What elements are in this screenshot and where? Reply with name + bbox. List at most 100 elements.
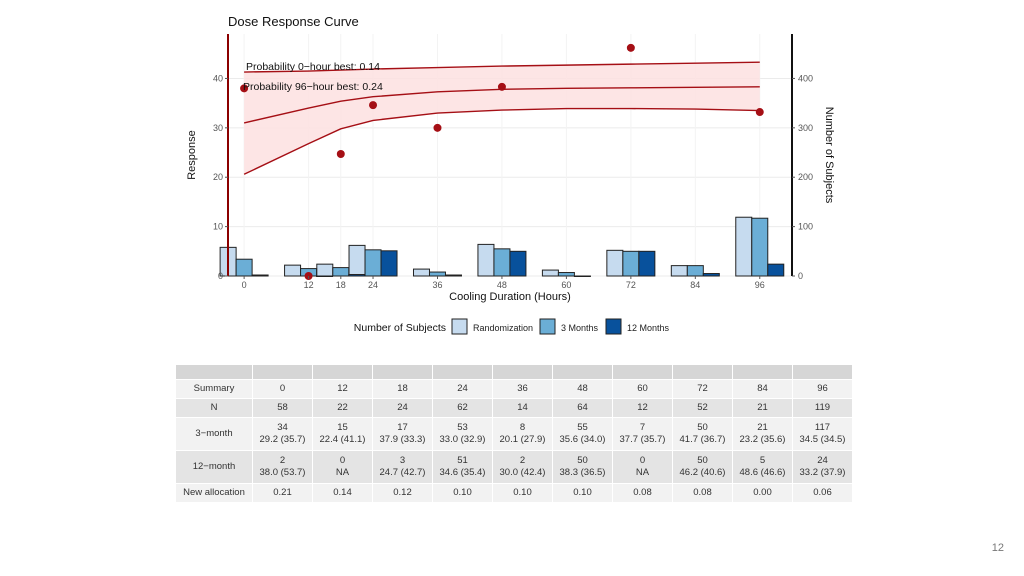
x-tick-label: 36 bbox=[432, 280, 442, 290]
legend-swatch bbox=[605, 318, 622, 335]
table-header-cell bbox=[253, 365, 312, 379]
table-row: 12−month 2 38.0 (53.7) 0 NA 3 24.7 (42.7) 51 34.… bbox=[176, 451, 852, 483]
bar-3-months bbox=[622, 250, 640, 277]
bar-randomization bbox=[606, 249, 624, 277]
bar-12-months bbox=[702, 273, 720, 277]
bar-randomization bbox=[670, 265, 688, 277]
observed-point bbox=[497, 82, 506, 91]
bar-12-months bbox=[509, 250, 527, 277]
table-cell: 84 bbox=[733, 380, 792, 398]
table-cell: 0 NA bbox=[313, 451, 372, 483]
annotation-96-hour: Probability 96−hour best: 0.24 bbox=[243, 81, 383, 93]
table-cell: 52 bbox=[673, 399, 732, 417]
page-number: 12 bbox=[991, 542, 1004, 554]
bar-randomization bbox=[735, 216, 753, 277]
table-cell: 48 bbox=[553, 380, 612, 398]
y2-axis-title: Number of Subjects bbox=[823, 107, 835, 204]
table-cell: 0.06 bbox=[793, 484, 852, 502]
bar-randomization bbox=[477, 243, 495, 277]
bar-12-months bbox=[444, 274, 462, 277]
table-cell: 50 46.2 (40.6) bbox=[673, 451, 732, 483]
table-row: N 58 22 24 62 14 64 12 52 21 119 bbox=[176, 399, 852, 417]
table-row: New allocation 0.21 0.14 0.12 0.10 0.10 0.10 0.… bbox=[176, 484, 852, 502]
observed-point bbox=[336, 150, 345, 159]
bar-randomization bbox=[541, 269, 559, 277]
table-cell: 12 bbox=[313, 380, 372, 398]
y-tick-label: 20 bbox=[213, 172, 223, 182]
x-tick-label: 60 bbox=[561, 280, 571, 290]
table-cell: 14 bbox=[493, 399, 552, 417]
table-cell: 53 33.0 (32.9) bbox=[433, 418, 492, 450]
table-cell: 2 30.0 (42.4) bbox=[493, 451, 552, 483]
y2-tick-label: 100 bbox=[798, 222, 813, 232]
x-axis-title: Cooling Duration (Hours) bbox=[449, 291, 571, 303]
y-axis-title: Response bbox=[186, 130, 198, 180]
table-row-label: N bbox=[176, 399, 252, 417]
table-cell: 50 38.3 (36.5) bbox=[553, 451, 612, 483]
x-tick-label: 0 bbox=[242, 280, 247, 290]
table-header-cell bbox=[433, 365, 492, 379]
bar-3-months bbox=[332, 267, 350, 277]
bar-12-months bbox=[638, 250, 656, 277]
observed-point bbox=[626, 43, 635, 52]
table-cell: 55 35.6 (34.0) bbox=[553, 418, 612, 450]
table-header-cell bbox=[673, 365, 732, 379]
y-tick-label: 40 bbox=[213, 73, 223, 83]
table-cell: 24 bbox=[433, 380, 492, 398]
table-cell: 2 38.0 (53.7) bbox=[253, 451, 312, 483]
table-row: Summary 0 12 18 24 36 48 60 72 84 96 bbox=[176, 380, 852, 398]
table-cell: 18 bbox=[373, 380, 432, 398]
dose-response-chart: 0 10 20 30 40 0 100 200 300 400 0 12 18 24 36 48 60 72 84 9… bbox=[186, 14, 835, 335]
mean-curve-line bbox=[243, 86, 760, 124]
table-cell: 3 24.7 (42.7) bbox=[373, 451, 432, 483]
confidence-band bbox=[244, 62, 760, 175]
table-cell: 34 29.2 (35.7) bbox=[253, 418, 312, 450]
table-row-label: Summary bbox=[176, 380, 252, 398]
bar-randomization bbox=[412, 268, 430, 277]
table-cell: 58 bbox=[253, 399, 312, 417]
table-cell: 22 bbox=[313, 399, 372, 417]
x-tick-label: 18 bbox=[336, 280, 346, 290]
table-cell: 8 20.1 (27.9) bbox=[493, 418, 552, 450]
bar-12-months bbox=[380, 250, 398, 277]
legend-label: 12 Months bbox=[627, 323, 670, 333]
table-row-label: 3−month bbox=[176, 418, 252, 450]
table-cell: 0.08 bbox=[673, 484, 732, 502]
table-header-cell bbox=[493, 365, 552, 379]
table-cell: 5 48.6 (46.6) bbox=[733, 451, 792, 483]
y-tick-label: 10 bbox=[213, 222, 223, 232]
x-tick-label: 48 bbox=[497, 280, 507, 290]
table-cell: 24 33.2 (37.9) bbox=[793, 451, 852, 483]
observed-point bbox=[240, 84, 249, 93]
table-cell: 12 bbox=[613, 399, 672, 417]
y-tick-label: 30 bbox=[213, 123, 223, 133]
chart-title: Dose Response Curve bbox=[228, 14, 359, 29]
bar-randomization bbox=[284, 264, 302, 277]
bar-3-months bbox=[364, 249, 382, 277]
table-cell: 0.00 bbox=[733, 484, 792, 502]
x-tick-label: 84 bbox=[690, 280, 700, 290]
legend-title: Number of Subjects bbox=[354, 322, 446, 334]
x-tick-label: 96 bbox=[755, 280, 765, 290]
observed-point bbox=[755, 108, 764, 117]
x-tick-label: 12 bbox=[304, 280, 314, 290]
bar-3-months bbox=[751, 217, 769, 277]
x-tick-label: 72 bbox=[626, 280, 636, 290]
table-cell: 0.10 bbox=[493, 484, 552, 502]
bar-randomization bbox=[348, 244, 366, 277]
table-cell: 24 bbox=[373, 399, 432, 417]
legend-label: 3 Months bbox=[561, 323, 599, 333]
table-cell: 21 bbox=[733, 399, 792, 417]
table-cell: 62 bbox=[433, 399, 492, 417]
ci-lower-line bbox=[243, 107, 760, 175]
table-cell: 117 34.5 (34.5) bbox=[793, 418, 852, 450]
bar-3-months bbox=[557, 272, 575, 277]
table-cell: 0 bbox=[253, 380, 312, 398]
table-cell: 60 bbox=[613, 380, 672, 398]
table-cell: 7 37.7 (35.7) bbox=[613, 418, 672, 450]
table-cell: 119 bbox=[793, 399, 852, 417]
y2-tick-label: 300 bbox=[798, 123, 813, 133]
table-cell: 0.10 bbox=[433, 484, 492, 502]
table-cell: 0.14 bbox=[313, 484, 372, 502]
